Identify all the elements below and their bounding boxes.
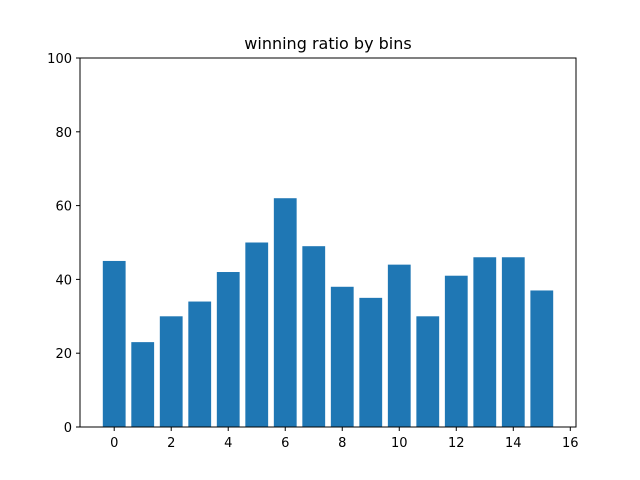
x-tick-label: 12 xyxy=(448,436,465,451)
x-tick-label: 10 xyxy=(391,436,408,451)
bar xyxy=(530,290,554,427)
x-axis-ticks: 0 2 4 6 8 10 12 14 16 xyxy=(110,427,579,451)
x-tick-label: 0 xyxy=(110,436,118,451)
y-tick-label: 40 xyxy=(55,273,72,288)
bar xyxy=(159,316,183,427)
y-axis-ticks: 0 20 40 60 80 100 xyxy=(47,52,80,436)
bar xyxy=(444,275,468,427)
bar xyxy=(131,342,155,427)
y-tick-label: 0 xyxy=(64,421,72,436)
bars-group xyxy=(102,198,554,427)
bar xyxy=(273,198,297,427)
x-tick-label: 16 xyxy=(562,436,579,451)
x-tick-label: 8 xyxy=(338,436,346,451)
y-tick-label: 20 xyxy=(55,347,72,362)
y-tick-label: 100 xyxy=(47,52,72,67)
bar xyxy=(245,242,269,427)
bar xyxy=(387,264,411,427)
bar xyxy=(416,316,440,427)
chart-title: winning ratio by bins xyxy=(244,34,411,53)
bar xyxy=(330,286,354,427)
bar xyxy=(102,260,126,427)
y-tick-label: 80 xyxy=(55,126,72,141)
y-tick-label: 60 xyxy=(55,200,72,215)
x-tick-label: 2 xyxy=(167,436,175,451)
plot-frame xyxy=(79,57,577,428)
bar xyxy=(302,246,326,427)
bar xyxy=(473,257,497,427)
x-tick-label: 6 xyxy=(281,436,289,451)
x-tick-label: 14 xyxy=(505,436,522,451)
bar xyxy=(216,272,240,427)
bar xyxy=(188,301,212,427)
x-tick-label: 4 xyxy=(224,436,232,451)
bar xyxy=(359,297,383,427)
bar xyxy=(501,257,525,427)
